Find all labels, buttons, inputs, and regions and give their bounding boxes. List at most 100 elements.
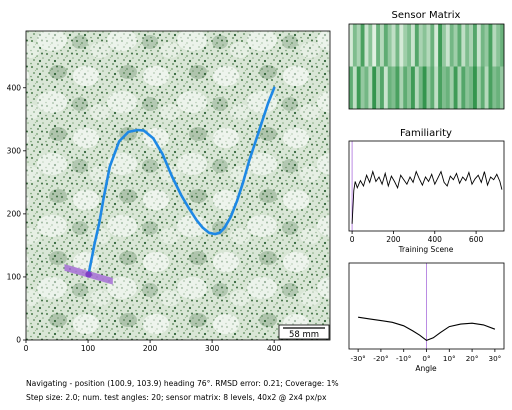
sensor-matrix-cell	[380, 66, 385, 109]
sensor-matrix-cell	[368, 24, 373, 67]
sensor-matrix-cell	[349, 66, 354, 109]
sensor-matrix-cell	[496, 24, 501, 67]
sensor-matrix-cell	[453, 66, 458, 109]
sensor-matrix-cell	[484, 24, 489, 67]
sensor-matrix-cell	[473, 24, 478, 67]
sensor-matrix-cell	[473, 66, 478, 109]
sensor-matrix-cell	[465, 24, 470, 67]
position-marker	[85, 271, 92, 278]
sensor-matrix-cell	[364, 66, 369, 109]
sensor-matrix-cell	[411, 66, 416, 109]
sensor-matrix-cell	[383, 24, 389, 67]
sensor-matrix-title: Sensor Matrix	[392, 10, 461, 21]
sensor-matrix-cell	[352, 24, 358, 67]
sensor-matrix-cell	[395, 66, 400, 109]
angle-chart: -30° -20° -10° 0° 10° 20° 30° Angle	[348, 262, 505, 373]
sensor-matrix-cell	[461, 24, 466, 67]
scalebar: 58 mm	[278, 324, 330, 340]
sensor-matrix-cell	[356, 66, 361, 109]
x-tick-label: 10°	[443, 354, 456, 363]
sensor-matrix-cell	[376, 24, 381, 67]
sensor-matrix-cell	[434, 66, 439, 109]
sensor-matrix-cell	[445, 66, 451, 109]
x-tick-label: 100	[81, 344, 96, 353]
sensor-matrix-cell	[411, 24, 416, 67]
angle-profile-line	[358, 316, 496, 342]
sensor-matrix-cell	[399, 66, 404, 109]
route-line[interactable]	[87, 86, 276, 276]
x-tick-label: -30°	[350, 354, 365, 363]
world-view-chart: 58 mm 0 100 200 300 400 0 100 200 300 400	[7, 30, 331, 353]
sensor-matrix-cell	[368, 66, 373, 109]
angle-xlabel: Angle	[415, 364, 437, 373]
scalebar-label: 58 mm	[289, 330, 319, 340]
sensor-matrix-cell	[476, 24, 482, 67]
sensor-matrix-cell	[492, 66, 497, 109]
sensor-matrix-cell	[418, 66, 423, 109]
angle-x-ticks: -30° -20° -10° 0° 10° 20° 30°	[350, 349, 501, 363]
sensor-matrix-cell	[418, 24, 423, 67]
sensor-matrix-cell	[480, 66, 485, 109]
sensor-matrix-cell	[422, 66, 427, 109]
sensor-matrix-cell	[383, 66, 389, 109]
x-tick-label: 0	[24, 344, 29, 353]
x-tick-label: 20°	[466, 354, 479, 363]
y-tick-label: 100	[7, 272, 22, 281]
sensor-matrix-cell	[426, 24, 431, 67]
sensor-matrix-cell	[465, 66, 470, 109]
sensor-matrix-cell	[453, 24, 458, 67]
sensor-matrix-cell	[480, 24, 485, 67]
sensor-matrix-cell	[360, 66, 365, 109]
x-tick-label: -10°	[396, 354, 411, 363]
y-tick-label: 0	[16, 336, 21, 345]
familiarity-x-ticks: 0 200 400 600	[350, 231, 484, 244]
x-tick-label: 200	[386, 235, 401, 244]
sensor-matrix-cell	[469, 24, 474, 67]
status-line-navigation: Navigating - position (100.9, 103.9) hea…	[26, 379, 339, 388]
sensor-matrix-cell	[449, 24, 454, 67]
sensor-matrix-cell	[461, 66, 466, 109]
sensor-matrix-cell	[500, 66, 505, 109]
sensor-matrix-cell	[391, 66, 396, 109]
sensor-matrix-cell	[434, 24, 439, 67]
sensor-matrix-cell	[488, 24, 493, 67]
sensor-matrix-cell	[492, 24, 497, 67]
sensor-matrix-cell	[442, 66, 447, 109]
sensor-matrix-cell	[422, 24, 427, 67]
x-tick-label: 300	[205, 344, 220, 353]
familiarity-frame	[348, 140, 505, 232]
x-tick-label: 400	[428, 235, 443, 244]
sensor-matrix-frame	[348, 23, 505, 110]
sensor-matrix-cell	[488, 66, 493, 109]
sensor-matrix-cell	[387, 66, 392, 109]
world-axes-frame	[25, 30, 331, 341]
world-texture-blotches	[26, 31, 330, 340]
sensor-matrix-cell	[387, 24, 392, 67]
sensor-matrix-cell	[364, 24, 369, 67]
x-tick-label: 0°	[422, 354, 430, 363]
sensor-matrix-cell	[403, 66, 408, 109]
sensor-matrix-cell	[445, 24, 451, 67]
sensor-matrix-cell	[407, 24, 412, 67]
sensor-matrix-cells	[349, 24, 505, 109]
familiarity-line	[351, 170, 503, 224]
sensor-matrix-cell	[376, 66, 381, 109]
sensor-matrix-cell	[438, 66, 443, 109]
sensor-matrix-cell	[430, 66, 435, 109]
familiarity-title: Familiarity	[400, 128, 452, 139]
sensor-matrix-cell	[442, 24, 447, 67]
sensor-matrix-cell	[484, 66, 489, 109]
y-tick-label: 400	[7, 83, 22, 92]
sensor-matrix-cell	[457, 24, 462, 67]
sensor-matrix-cell	[414, 24, 420, 67]
sensor-matrix-cell	[426, 66, 431, 109]
sensor-matrix-cell	[476, 66, 482, 109]
sensor-matrix-cell	[349, 24, 354, 67]
sensor-matrix-cell	[407, 66, 412, 109]
sensor-matrix-cell	[457, 66, 462, 109]
x-tick-label: 600	[469, 235, 484, 244]
x-tick-label: 400	[267, 344, 282, 353]
sensor-matrix-cell	[449, 66, 454, 109]
familiarity-xlabel: Training Scene	[398, 245, 454, 254]
sensor-matrix-cell	[380, 24, 385, 67]
